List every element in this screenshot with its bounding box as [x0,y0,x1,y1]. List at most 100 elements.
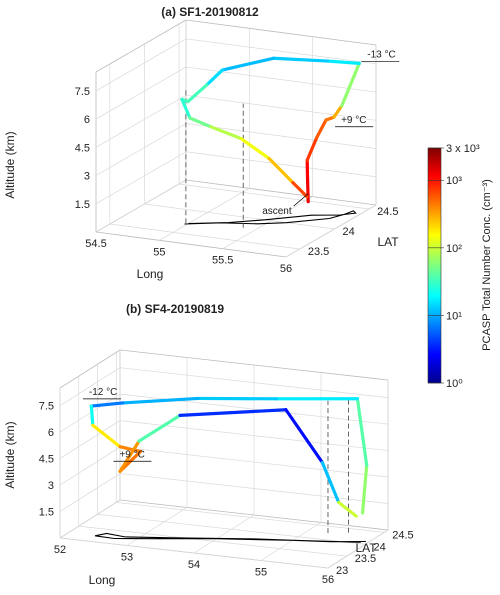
y-gridline [109,223,300,250]
x-gridline [222,196,313,249]
colorbar-tick-label: 10³ [446,175,462,187]
flight-segment [209,125,243,141]
z-gridline [95,151,187,205]
flight-segment [220,56,276,72]
z-gridline [185,151,377,178]
y-gridline [78,525,347,557]
flight-segment [118,445,143,454]
z-tick-label: 3 [84,171,90,183]
flight-segment [332,104,344,119]
z-tick-label: 1.5 [39,507,54,519]
ground-track [184,210,357,225]
z-gridline [59,446,121,486]
panel-a-xlabel: Long [137,267,164,281]
x-tick-label: 52 [54,544,66,556]
flight-segment [180,97,192,120]
flight-segment [188,116,213,129]
z-gridline [95,66,187,120]
flight-segment [91,423,122,449]
z-tick-label: 7.5 [75,86,90,98]
z-gridline [95,123,187,176]
ground-track [94,532,366,543]
y-gridline [179,183,370,210]
flight-segment [271,56,330,63]
x-gridline [159,188,250,241]
flight-segment [320,460,341,505]
panel-a-grid [95,19,377,258]
flight-segment [205,68,224,87]
flight-segment [137,413,182,443]
z-tick-label: 4.5 [75,142,90,154]
x-tick-label: 55 [255,567,267,579]
panel-b-grid [59,349,389,569]
x-tick-label: 56 [322,574,334,586]
flight-segment [186,83,209,104]
panel-b-marks [89,396,369,543]
panel-a-title: (a) SF1-20190812 [161,5,259,19]
z-tick-label: 1.5 [75,199,90,211]
annotation-label: +9 °C [341,115,366,126]
flight-segment [239,137,271,161]
y-tick-label: 24 [342,226,354,238]
z-gridline [59,420,121,459]
z-tick-label: 7.5 [39,401,54,413]
panel-a: (a) SF1-20190812 1.5 3 4.5 6 7.5 54.5 55 55.5 56… [3,5,400,281]
flight-segment [340,61,361,108]
x-gridline [260,522,322,561]
y-tick-label: 23.5 [308,246,329,258]
panel-a-zlabel: Altitude (km) [3,131,17,198]
colorbar-tick-label: 10¹ [446,310,462,322]
panel-b-zlabel: Altitude (km) [3,421,17,488]
z-tick-label: 6 [84,114,90,126]
z-gridline [185,123,377,149]
panel-a-ylabel: LAT [377,235,399,249]
z-gridline [95,94,187,148]
z-tick-label: 4.5 [39,454,54,466]
box-edge [59,349,121,389]
x-gridline [193,514,255,554]
colorbar-label: PCASP Total Number Conc. (cm⁻³) [481,179,493,351]
flight-segment [355,397,369,468]
z-tick-label: 3 [48,480,54,492]
annotation-label: +9 °C [119,449,144,460]
z-gridline [59,367,121,406]
flight-segment [89,401,125,408]
y-tick-label: 24.5 [377,206,398,218]
box-edge [95,231,287,258]
z-gridline [59,473,121,512]
y-gridline [97,513,366,545]
y-tick-label: 24.5 [392,529,413,541]
y-tick-label: 24 [374,541,386,553]
x-tick-label: 54 [188,559,200,571]
y-tick-label: 23.5 [355,553,376,565]
x-tick-label: 55.5 [212,255,233,267]
flight-segment [337,500,358,518]
flight-segment [118,439,141,474]
annotation-label: -12 °C [89,387,117,398]
x-gridline [285,204,377,258]
x-gridline [59,499,121,539]
flight-segment [89,404,95,427]
flight-segment [284,408,324,465]
annotation-label: ascent [262,206,292,217]
panel-b-xlabel: Long [89,573,116,587]
z-tick-label: 6 [48,427,54,439]
x-tick-label: 55 [153,246,165,258]
panel-a-marks [180,56,361,228]
y-tick-label: 23 [336,565,348,577]
colorbar: 10⁰ 10¹ 10² 10³ 3 x 10³ PCASP Total Number C… [427,143,493,390]
panel-a-ticks: 1.5 3 4.5 6 7.5 54.5 55 55.5 56 23.5 24 24.5 [75,86,399,275]
panel-b-annotations: -12 °C +9 °C [82,387,152,462]
colorbar-tick-label: 3 x 10³ [446,143,480,155]
flight-segment [326,59,361,65]
flight-segment [291,181,309,199]
z-gridline [59,393,121,433]
panel-b-ylabel: LAT [355,541,377,555]
panel-b-title: (b) SF4-20190819 [126,302,224,316]
x-gridline [95,179,187,233]
colorbar-ticks: 10⁰ 10¹ 10² 10³ 3 x 10³ [428,143,480,390]
z-gridline [185,94,377,121]
y-gridline [59,537,329,569]
